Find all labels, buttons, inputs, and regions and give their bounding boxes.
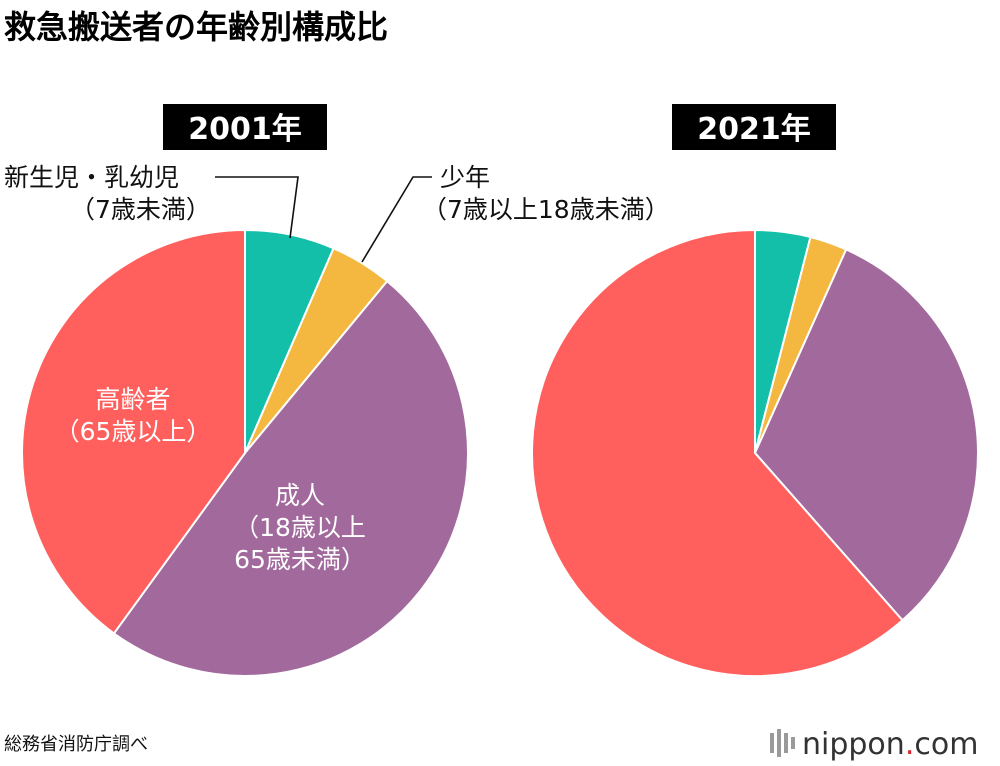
logo-bars-icon bbox=[770, 729, 795, 757]
slice-2021-adult bbox=[754, 248, 979, 622]
label-elderly-age: （65歳以上） bbox=[55, 417, 212, 446]
slice-2001-elderly bbox=[21, 229, 246, 635]
label-elderly: 高齢者 bbox=[95, 385, 170, 414]
pie-title-2001: 2001年 bbox=[188, 112, 302, 147]
brand-tld: com bbox=[914, 727, 978, 762]
year-badge-2001: 2001年 bbox=[163, 104, 327, 150]
brand-name: nippon bbox=[802, 727, 905, 762]
chart-title: 救急搬送者の年齢別構成比 bbox=[4, 8, 388, 46]
label-youth: 少年 bbox=[440, 163, 490, 192]
label-youth-age: （7歳以上18歳未満） bbox=[422, 195, 670, 224]
nippon-logo: nippon.com bbox=[770, 727, 978, 762]
year-badge-2021: 2021年 bbox=[672, 104, 836, 150]
pie-title-2021: 2021年 bbox=[697, 112, 811, 147]
pie-2021 bbox=[531, 229, 979, 677]
slice-2021-elderly bbox=[531, 229, 904, 677]
label-infant: 新生児・乳幼児 bbox=[4, 163, 179, 192]
label-adult-age-2: 65歳未満） bbox=[234, 545, 366, 574]
source-note: 総務省消防庁調べ bbox=[4, 734, 148, 755]
slice-2001-adult bbox=[112, 280, 470, 677]
label-infant-age: （7歳未満） bbox=[70, 195, 211, 224]
label-adult-age-1: （18歳以上 bbox=[234, 513, 366, 542]
pie-2001 bbox=[21, 229, 470, 677]
svg-text:nippon.com: nippon.com bbox=[802, 727, 978, 762]
youth-leader-line bbox=[361, 176, 432, 263]
brand-dot: . bbox=[905, 727, 915, 762]
label-adult: 成人 bbox=[275, 481, 325, 510]
infant-leader-line bbox=[215, 176, 299, 239]
